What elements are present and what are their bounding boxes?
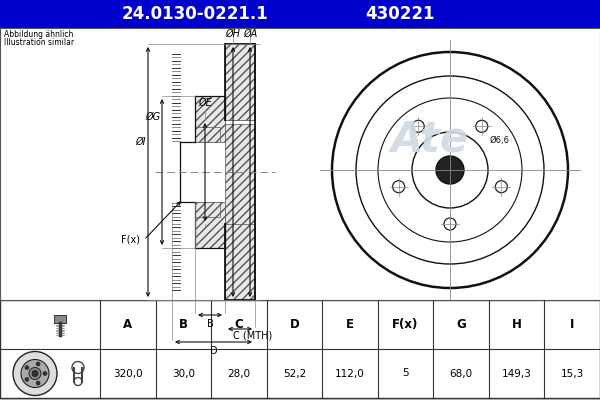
Circle shape	[21, 360, 49, 388]
Bar	[54, 314, 66, 322]
Bar	[195, 202, 220, 217]
Text: H: H	[512, 318, 521, 331]
Text: C: C	[235, 318, 243, 331]
Text: ØG: ØG	[145, 112, 160, 122]
Bar	[225, 124, 255, 300]
Bar	[195, 202, 225, 248]
Bar	[195, 127, 220, 142]
Text: 15,3: 15,3	[560, 368, 584, 378]
Bar	[195, 96, 225, 142]
Text: 68,0: 68,0	[449, 368, 473, 378]
Circle shape	[436, 156, 464, 184]
Text: E: E	[346, 318, 354, 331]
Text: ØI: ØI	[136, 137, 146, 147]
Text: Ø6,6: Ø6,6	[490, 136, 510, 145]
Text: 30,0: 30,0	[172, 368, 195, 378]
Text: ØH: ØH	[226, 29, 241, 39]
Text: 430221: 430221	[365, 5, 435, 23]
Text: Ate: Ate	[391, 119, 469, 161]
Text: B: B	[179, 318, 188, 331]
Bar	[0, 0, 600, 28]
Text: D: D	[209, 346, 217, 356]
Text: D: D	[290, 318, 299, 331]
Text: 52,2: 52,2	[283, 368, 306, 378]
Text: B: B	[206, 319, 214, 329]
Circle shape	[25, 366, 29, 370]
Bar	[225, 44, 255, 120]
Text: Abbildung ähnlich: Abbildung ähnlich	[4, 30, 73, 39]
Bar	[0, 300, 600, 398]
Text: ØE: ØE	[198, 98, 212, 108]
Circle shape	[36, 381, 40, 385]
Text: A: A	[123, 318, 133, 331]
Circle shape	[36, 362, 40, 366]
Text: F(x): F(x)	[392, 318, 419, 331]
Circle shape	[32, 370, 38, 376]
Text: 320,0: 320,0	[113, 368, 143, 378]
Bar	[225, 44, 255, 120]
Text: ØA: ØA	[243, 29, 257, 39]
Bar	[225, 224, 255, 300]
Text: 112,0: 112,0	[335, 368, 365, 378]
Text: C (MTH): C (MTH)	[233, 331, 272, 341]
Text: 149,3: 149,3	[502, 368, 532, 378]
Circle shape	[29, 368, 41, 380]
Circle shape	[13, 352, 57, 396]
Text: 5: 5	[402, 368, 409, 378]
Circle shape	[43, 372, 47, 376]
Bar	[0, 28, 600, 300]
Text: 28,0: 28,0	[227, 368, 250, 378]
Circle shape	[25, 377, 29, 381]
Text: G: G	[456, 318, 466, 331]
Text: Illustration similar: Illustration similar	[4, 38, 74, 47]
Text: 24.0130-0221.1: 24.0130-0221.1	[122, 5, 268, 23]
Text: I: I	[570, 318, 574, 331]
Text: F(x): F(x)	[121, 235, 140, 245]
